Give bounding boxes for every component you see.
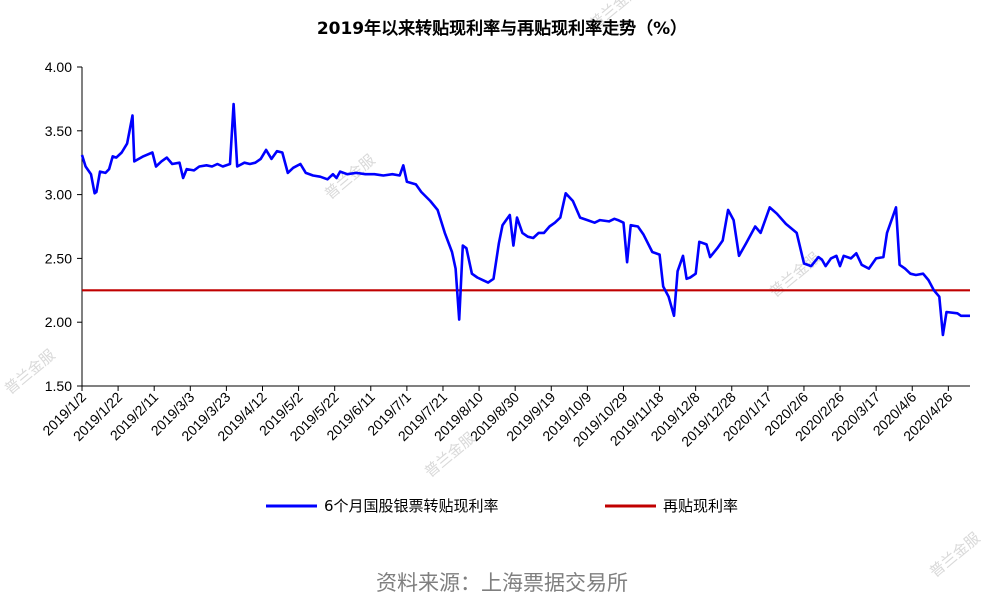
- y-tick-label: 3.50: [45, 123, 72, 139]
- watermark: 普兰金服: [766, 249, 824, 301]
- y-axis: 1.50 2.00 2.50 3.00 3.50 4.00: [45, 59, 83, 394]
- legend: 6个月国股银票转贴现利率 再贴现利率: [266, 497, 738, 515]
- y-tick-label: 2.00: [45, 314, 72, 330]
- chart-title: 2019年以来转贴现利率与再贴现利率走势（%）: [317, 18, 687, 39]
- y-tick-label: 4.00: [45, 59, 72, 75]
- y-tick-label: 1.50: [45, 378, 72, 394]
- plot-area: [80, 102, 970, 337]
- legend-label-blue: 6个月国股银票转贴现利率: [324, 497, 499, 515]
- x-axis: 2019/1/22019/1/222019/2/112019/3/32019/3…: [39, 385, 970, 450]
- series-line-rediscount-transfer: [80, 102, 970, 337]
- source-note: 资料来源：上海票据交易所: [376, 571, 628, 595]
- y-tick-label: 2.50: [45, 250, 72, 266]
- y-tick-label: 3.00: [45, 187, 72, 203]
- watermark: 普兰金服: [926, 529, 984, 581]
- legend-label-red: 再贴现利率: [663, 497, 738, 515]
